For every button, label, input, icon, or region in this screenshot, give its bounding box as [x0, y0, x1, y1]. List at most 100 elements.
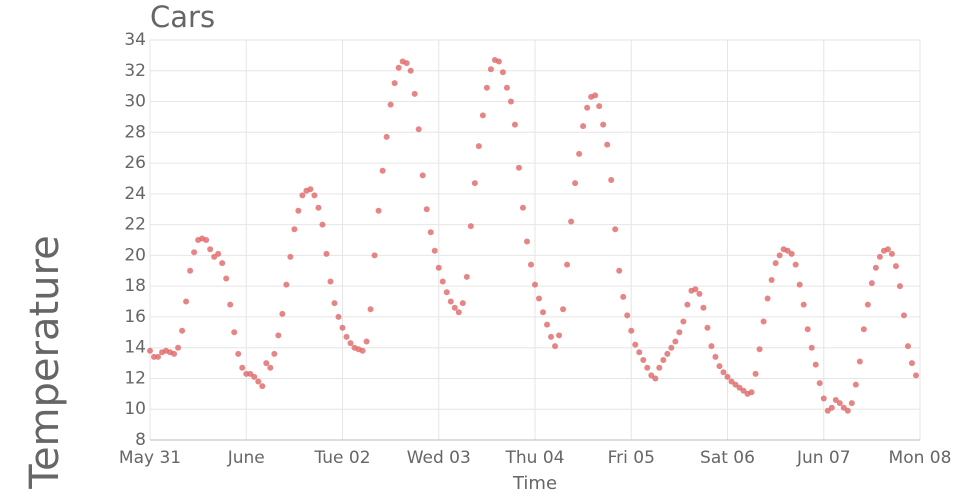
point: [576, 150, 583, 157]
x-tick-label: Sat 06: [700, 448, 755, 468]
point: [147, 347, 153, 354]
point: [507, 98, 514, 105]
point: [884, 246, 891, 253]
point: [696, 290, 703, 297]
point: [427, 229, 434, 236]
point: [772, 260, 779, 267]
point: [471, 180, 478, 187]
point: [776, 252, 783, 259]
point: [692, 286, 699, 293]
point: [572, 180, 579, 187]
point: [387, 101, 394, 108]
point: [175, 344, 182, 351]
point: [676, 329, 683, 336]
point: [860, 326, 867, 333]
x-axis-label: Time: [512, 473, 557, 494]
point: [804, 326, 811, 333]
point: [672, 338, 679, 345]
point: [155, 353, 162, 360]
x-tick-label: May 31: [119, 448, 181, 468]
point: [596, 103, 603, 110]
point: [311, 192, 318, 199]
y-tick-label: 22: [124, 215, 146, 235]
point: [872, 264, 879, 271]
point: [592, 92, 599, 99]
point: [712, 353, 719, 360]
y-tick-label: 14: [124, 338, 146, 358]
point: [820, 395, 827, 402]
point: [191, 249, 198, 256]
point: [503, 84, 510, 91]
point: [467, 223, 474, 230]
point: [828, 404, 835, 411]
point: [764, 295, 771, 302]
point: [628, 327, 635, 334]
x-tick-label: Fri 05: [608, 448, 655, 468]
x-tick-label: June: [227, 448, 265, 468]
point: [548, 333, 555, 340]
point: [435, 264, 442, 271]
point: [836, 400, 843, 407]
point: [720, 369, 727, 376]
point: [792, 261, 799, 268]
point: [511, 121, 518, 128]
point: [447, 298, 454, 305]
point: [640, 357, 647, 363]
point: [379, 167, 386, 174]
x-tick-label: Mon 08: [889, 448, 952, 468]
point: [796, 281, 803, 288]
y-tick-label: 16: [124, 307, 146, 327]
point: [519, 204, 526, 211]
point: [556, 332, 563, 339]
point: [724, 373, 731, 380]
point: [183, 298, 190, 305]
point: [540, 309, 547, 316]
point: [664, 350, 671, 357]
point: [359, 347, 366, 354]
point: [315, 204, 322, 211]
point: [451, 304, 458, 311]
point: [307, 186, 314, 193]
point: [323, 250, 330, 257]
point: [231, 329, 238, 336]
point: [760, 318, 767, 325]
point: [347, 340, 354, 347]
y-tick-label: 30: [124, 92, 146, 112]
point: [848, 400, 855, 407]
point: [568, 218, 575, 225]
point: [856, 358, 863, 365]
point: [900, 312, 907, 319]
point: [319, 221, 326, 228]
point: [600, 121, 607, 128]
y-tick-label: 12: [124, 368, 146, 388]
point: [644, 364, 651, 371]
point: [455, 309, 462, 316]
point: [403, 60, 410, 67]
point: [756, 346, 763, 353]
point: [419, 172, 426, 179]
point: [812, 361, 819, 368]
point: [852, 381, 859, 388]
point: [604, 141, 611, 148]
point: [223, 275, 230, 282]
y-tick-label: 32: [124, 61, 146, 81]
point: [552, 343, 559, 350]
y-tick-label: 26: [124, 153, 146, 173]
point: [684, 301, 691, 308]
point: [335, 313, 342, 320]
point: [383, 133, 390, 140]
point: [375, 207, 382, 214]
point: [788, 250, 795, 257]
y-tick-label: 18: [124, 276, 146, 296]
x-tick-label: Wed 03: [407, 448, 471, 468]
point: [632, 341, 639, 348]
point: [716, 363, 723, 370]
y-tick-label: 20: [124, 245, 146, 265]
point: [888, 250, 895, 257]
y-axis-label: Temperature: [22, 235, 68, 489]
point: [235, 350, 242, 357]
point: [523, 238, 530, 245]
point: [295, 207, 302, 214]
point: [363, 338, 370, 345]
point: [515, 164, 522, 171]
